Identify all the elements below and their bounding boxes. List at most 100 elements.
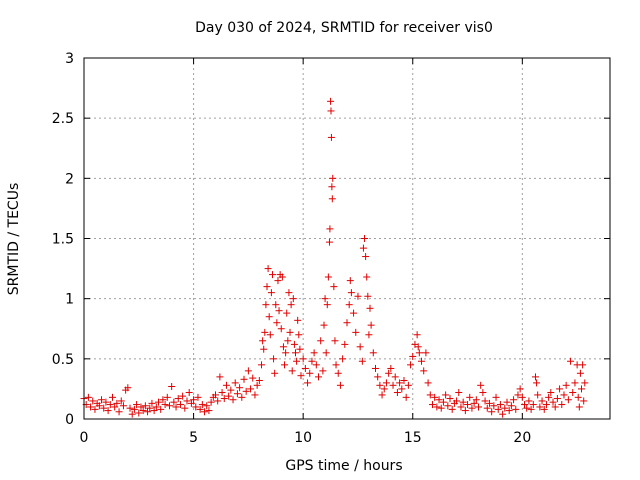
data-point [453,397,461,405]
data-point [260,345,268,353]
data-point [464,401,472,409]
data-point [363,273,371,281]
data-point [549,398,557,406]
data-point [128,410,136,418]
data-point [155,398,163,406]
data-point [267,289,275,297]
data-point [326,225,334,233]
data-point [328,183,336,191]
data-point [496,401,504,409]
data-point [393,389,401,397]
data-point [533,379,541,387]
y-tick-label: 1.5 [52,232,74,248]
data-point [198,401,206,409]
data-point [161,401,169,409]
data-point [106,401,114,409]
data-point [244,367,252,375]
data-point [84,393,92,401]
data-point [297,372,305,380]
data-point [347,289,355,297]
data-point [518,393,526,401]
data-point [503,398,511,406]
data-point [270,355,278,363]
data-point [330,283,338,291]
data-point [516,385,524,393]
data-point [525,397,533,405]
data-point [113,399,121,407]
data-point [87,403,95,411]
y-tick-labels: 0 0.5 1 1.5 2 2.5 3 [52,51,74,428]
data-point [327,97,335,105]
data-point [174,395,182,403]
data-point [119,402,127,410]
data-point [545,393,553,401]
data-point [95,402,103,410]
data-point [137,403,145,411]
data-point [150,407,158,415]
data-point [490,402,498,410]
data-point [407,361,415,369]
data-point [327,107,335,115]
data-point [542,401,550,409]
data-point [446,395,454,403]
y-tick-label: 0.5 [52,352,74,368]
data-point [278,273,286,281]
data-point [233,390,241,398]
data-point [433,403,441,411]
data-point [146,404,154,412]
data-point [168,383,176,391]
data-point [295,331,303,339]
data-point [366,304,374,312]
x-tick-label: 20 [513,430,531,446]
data-point [499,410,507,418]
y-tick-label: 0 [65,412,74,428]
data-point [435,396,443,404]
data-point [345,301,353,309]
data-point [89,397,97,405]
data-point [479,389,487,397]
data-point [205,407,213,415]
data-point [391,373,399,381]
data-point [324,273,332,281]
data-point [567,357,575,365]
data-point [346,277,354,285]
data-point [331,337,339,345]
data-point [371,364,379,372]
data-points [80,97,589,418]
data-point [301,364,309,372]
data-point [264,265,272,273]
data-point [185,389,193,397]
data-point [580,397,588,405]
data-point [312,361,320,369]
data-point [380,385,388,393]
data-point [251,391,259,399]
data-point [274,277,282,285]
data-point [272,301,280,309]
data-point [442,391,450,399]
data-point [179,392,187,400]
data-point [135,409,143,417]
data-point [225,392,233,400]
data-point [571,379,579,387]
data-point [187,399,195,407]
data-point [308,357,316,365]
data-point [240,375,248,383]
data-point [404,381,412,389]
data-point [369,349,377,357]
data-point [551,403,559,411]
data-point [422,349,430,357]
data-point [382,379,390,387]
data-point [540,405,548,413]
data-point [315,373,323,381]
x-axis-label: GPS time / hours [285,458,402,474]
data-point [576,369,584,377]
data-point [159,396,167,404]
data-point [538,397,546,405]
data-point [216,373,224,381]
data-point [263,283,271,291]
data-point [560,391,568,399]
data-point [455,389,463,397]
data-point [126,404,134,412]
y-tick-label: 2.5 [52,111,74,127]
data-point [527,405,535,413]
